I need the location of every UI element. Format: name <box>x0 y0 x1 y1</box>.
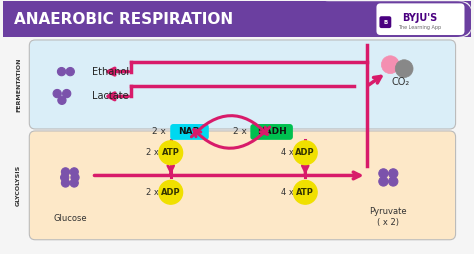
Text: B: B <box>383 20 387 25</box>
Circle shape <box>159 180 182 204</box>
Circle shape <box>63 89 71 98</box>
Circle shape <box>61 173 69 182</box>
Circle shape <box>58 96 66 104</box>
Text: NAD: NAD <box>179 128 201 136</box>
Circle shape <box>61 168 70 176</box>
Bar <box>2 1 472 37</box>
Circle shape <box>70 179 78 187</box>
Text: ADP: ADP <box>295 148 315 157</box>
FancyBboxPatch shape <box>170 124 209 140</box>
Circle shape <box>293 180 317 204</box>
Text: 4 x: 4 x <box>281 188 293 197</box>
Text: Pyruvate
( x 2): Pyruvate ( x 2) <box>370 207 407 227</box>
Text: Ethanol: Ethanol <box>91 67 129 77</box>
Text: ATP: ATP <box>162 148 180 157</box>
Circle shape <box>71 173 79 182</box>
FancyBboxPatch shape <box>379 16 392 28</box>
Circle shape <box>395 60 413 77</box>
Circle shape <box>61 179 70 187</box>
FancyBboxPatch shape <box>290 1 473 37</box>
Circle shape <box>382 56 399 74</box>
Circle shape <box>389 177 398 186</box>
Circle shape <box>159 141 182 165</box>
Circle shape <box>66 68 74 76</box>
Circle shape <box>379 169 388 178</box>
Text: 2 x: 2 x <box>233 128 247 136</box>
Text: FERMENTATION: FERMENTATION <box>16 57 21 112</box>
Circle shape <box>293 141 317 165</box>
Circle shape <box>389 169 398 178</box>
Text: BYJU'S: BYJU'S <box>402 13 438 23</box>
FancyArrowPatch shape <box>194 127 270 148</box>
Text: 4 x: 4 x <box>281 148 293 157</box>
FancyArrowPatch shape <box>191 116 267 137</box>
Text: 2 x: 2 x <box>152 128 166 136</box>
Circle shape <box>379 177 388 186</box>
Text: ATP: ATP <box>296 188 314 197</box>
Text: Glucose: Glucose <box>53 214 87 224</box>
Text: Lactate: Lactate <box>91 91 128 101</box>
Text: 2 x: 2 x <box>146 148 159 157</box>
Text: 2 x: 2 x <box>146 188 159 197</box>
Text: NADH: NADH <box>257 128 286 136</box>
Circle shape <box>53 89 61 98</box>
Text: The Learning App: The Learning App <box>399 25 442 30</box>
Text: ANAEROBIC RESPIRATION: ANAEROBIC RESPIRATION <box>15 12 234 27</box>
FancyBboxPatch shape <box>29 40 456 129</box>
FancyBboxPatch shape <box>376 3 465 35</box>
Text: ADP: ADP <box>161 188 181 197</box>
Text: GLYCOLYSIS: GLYCOLYSIS <box>16 165 21 206</box>
FancyBboxPatch shape <box>29 131 456 240</box>
Text: CO₂: CO₂ <box>391 77 410 87</box>
Circle shape <box>70 168 78 176</box>
FancyBboxPatch shape <box>250 124 293 140</box>
Circle shape <box>57 68 66 76</box>
FancyBboxPatch shape <box>319 1 472 37</box>
